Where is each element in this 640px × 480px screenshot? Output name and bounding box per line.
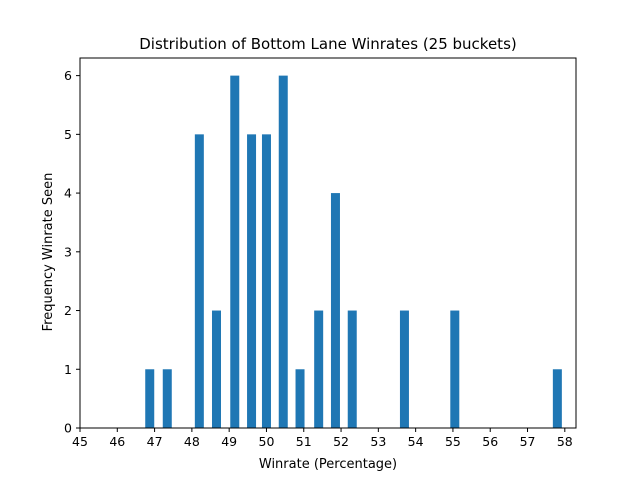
- bar: [450, 310, 460, 428]
- bar: [211, 310, 221, 428]
- x-tick-label: 51: [296, 434, 312, 449]
- bar: [330, 193, 340, 428]
- bar: [261, 134, 271, 428]
- bar: [552, 369, 562, 428]
- x-tick-label: 57: [520, 434, 536, 449]
- bars-group: [145, 75, 562, 428]
- bar: [314, 310, 324, 428]
- x-tick-label: 52: [333, 434, 349, 449]
- y-tick-label: 3: [64, 244, 72, 259]
- y-tick-label: 6: [64, 68, 72, 83]
- x-tick-label: 58: [557, 434, 573, 449]
- x-tick-label: 46: [109, 434, 125, 449]
- y-tick-label: 5: [64, 127, 72, 142]
- bar: [230, 75, 240, 428]
- y-tick-label: 0: [64, 421, 72, 436]
- y-axis-label: Frequency Winrate Seen: [41, 173, 56, 332]
- x-tick-label: 45: [72, 434, 88, 449]
- x-tick-label: 50: [259, 434, 275, 449]
- x-tick-label: 49: [221, 434, 237, 449]
- bar: [399, 310, 409, 428]
- x-tick-label: 53: [370, 434, 386, 449]
- x-axis-label: Winrate (Percentage): [259, 457, 397, 472]
- x-axis-ticks: 45 46 47 48 49 50 51 52 53 54 55 56 57 58: [72, 428, 573, 449]
- x-tick-label: 55: [445, 434, 461, 449]
- bar: [145, 369, 155, 428]
- y-axis-ticks: 0 1 2 3 4 5 6: [64, 68, 80, 436]
- y-tick-label: 1: [64, 362, 72, 377]
- y-tick-label: 2: [64, 303, 72, 318]
- y-tick-label: 4: [64, 186, 72, 201]
- bar: [194, 134, 204, 428]
- x-tick-label: 47: [147, 434, 163, 449]
- x-tick-label: 56: [482, 434, 498, 449]
- bar: [278, 75, 288, 428]
- chart-title: Distribution of Bottom Lane Winrates (25…: [139, 35, 516, 53]
- bar: [295, 369, 305, 428]
- bar: [162, 369, 172, 428]
- bar: [347, 310, 357, 428]
- bar: [247, 134, 257, 428]
- x-tick-label: 48: [184, 434, 200, 449]
- plot-frame: [79, 57, 577, 429]
- x-tick-label: 54: [408, 434, 424, 449]
